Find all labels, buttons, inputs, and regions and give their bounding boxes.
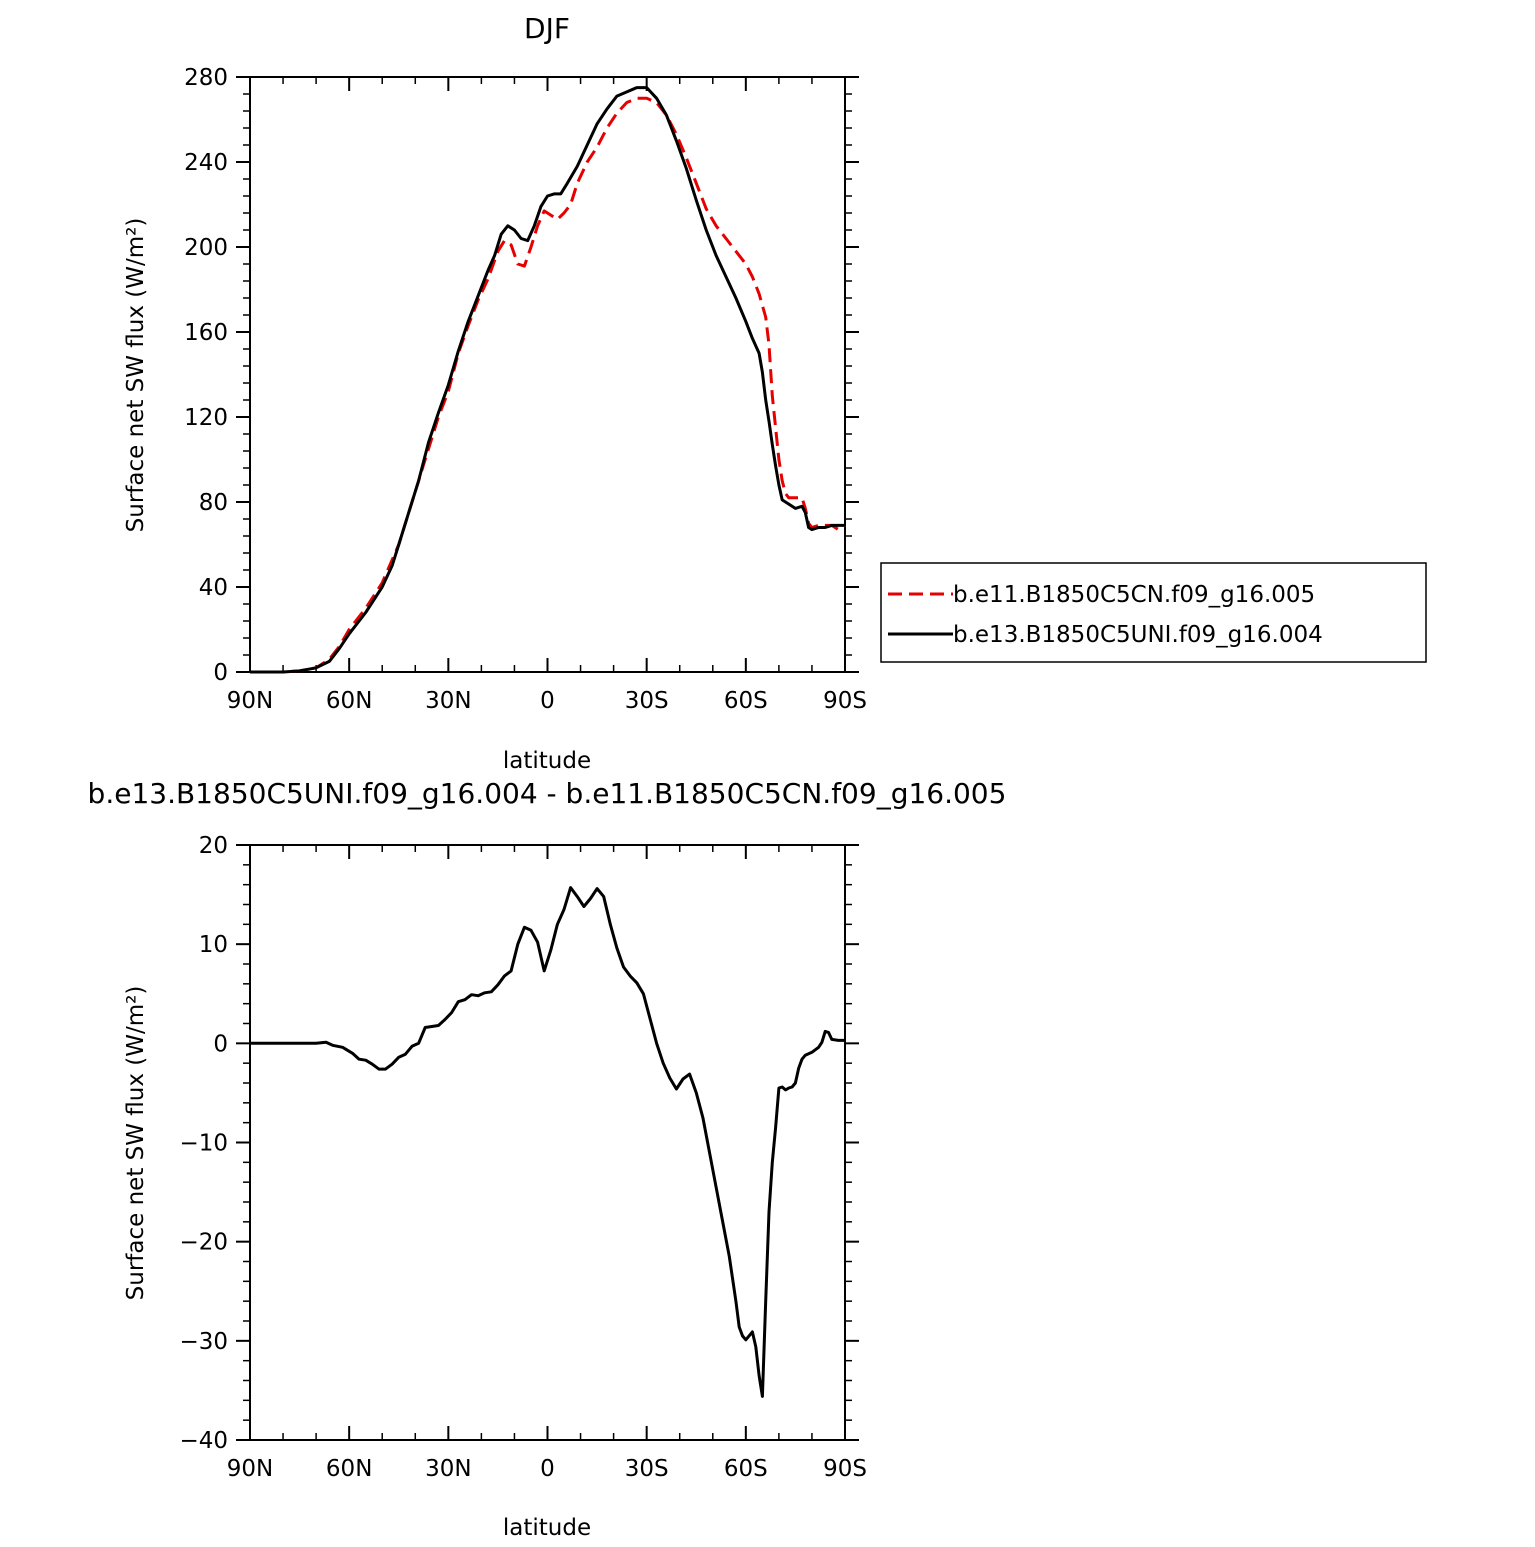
y-axis-title-difference: Surface net SW flux (W/m²)	[123, 986, 149, 1301]
y-tick-label: −10	[179, 1131, 228, 1157]
series-line-1	[250, 886, 845, 1398]
chart-title: DJF	[524, 12, 570, 45]
x-tick-label: 60S	[724, 688, 768, 714]
x-tick-label: 90N	[227, 1456, 273, 1482]
y-tick-label: 0	[213, 1031, 228, 1057]
y-tick-label: 0	[213, 660, 228, 686]
x-tick-label: 30N	[425, 688, 471, 714]
y-tick-label: 240	[184, 150, 228, 176]
series-line-2	[250, 86, 845, 674]
y-tick-label: 40	[199, 575, 228, 601]
y-axis-title: Surface net SW flux (W/m²)	[123, 218, 149, 533]
x-tick-label: 90S	[823, 1456, 867, 1482]
x-tick-label: 90N	[227, 688, 273, 714]
plot-frame	[249, 76, 846, 673]
x-tick-label: 30S	[625, 1456, 669, 1482]
x-axis-title-difference: latitude	[503, 1515, 591, 1541]
top-chart: DJF latitude Surface net SW flux (W/m²) …	[123, 12, 1427, 774]
y-tick-label: 160	[184, 320, 228, 346]
y-tick-label: 80	[199, 490, 228, 516]
y-tick-label: −40	[179, 1428, 228, 1454]
x-tick-label: 60N	[326, 1456, 372, 1482]
series-line-1	[250, 96, 846, 674]
x-axis-title: latitude	[503, 748, 591, 774]
x-tick-label: 30S	[625, 688, 669, 714]
y-tick-label: 200	[184, 235, 228, 261]
y-tick-label: 280	[184, 65, 228, 91]
bottom-chart: b.e13.B1850C5UNI.f09_g16.004 - b.e11.B18…	[88, 777, 1007, 1541]
x-tick-label: 60S	[724, 1456, 768, 1482]
x-tick-label: 30N	[425, 1456, 471, 1482]
legend-box	[880, 562, 1427, 663]
y-tick-label: 20	[199, 833, 228, 859]
y-tick-label: 120	[184, 405, 228, 431]
x-tick-label: 0	[540, 688, 555, 714]
y-tick-label: −30	[179, 1329, 228, 1355]
y-tick-label: −20	[179, 1230, 228, 1256]
x-tick-label: 60N	[326, 688, 372, 714]
y-tick-label: 10	[199, 932, 228, 958]
legend: b.e11.B1850C5CN.f09_g16.005 b.e13.B1850C…	[880, 562, 1427, 663]
chart-title-difference: b.e13.B1850C5UNI.f09_g16.004 - b.e11.B18…	[88, 777, 1007, 810]
legend-label-series-1: b.e11.B1850C5CN.f09_g16.005	[953, 582, 1315, 608]
x-tick-label: 0	[540, 1456, 555, 1482]
legend-label-series-2: b.e13.B1850C5UNI.f09_g16.004	[953, 622, 1323, 648]
x-tick-label: 90S	[823, 688, 867, 714]
